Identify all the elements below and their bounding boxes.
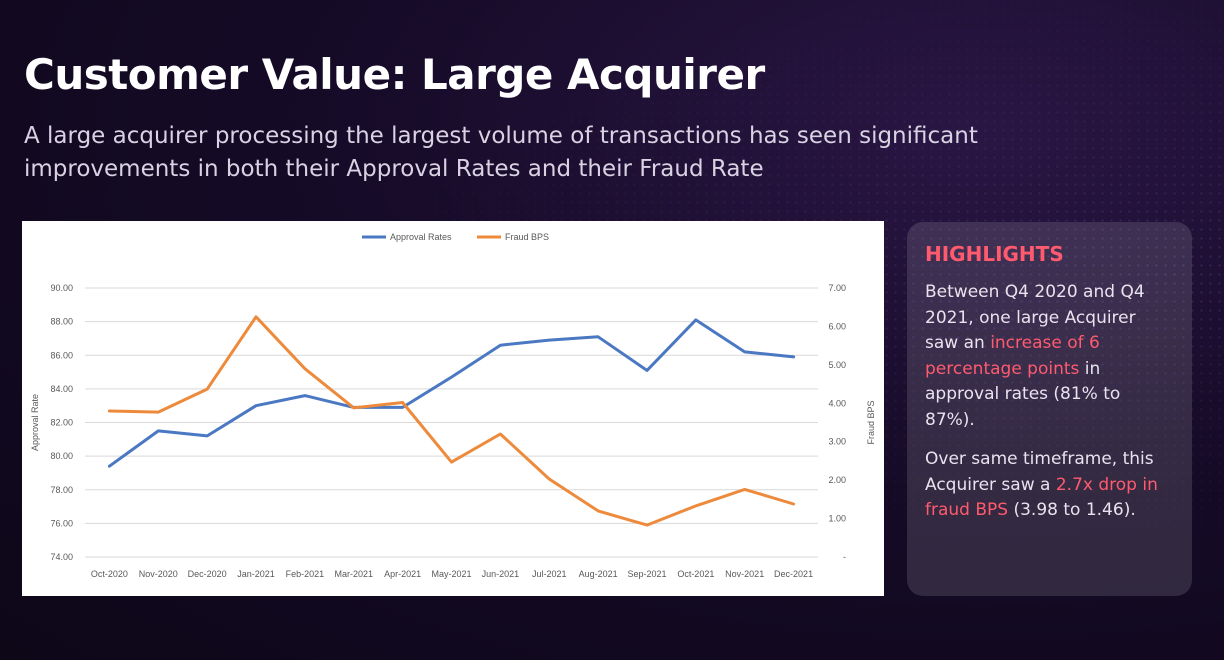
series-line-approval-rates <box>107 318 796 468</box>
y2-tick-label: 6.00 <box>828 321 846 331</box>
y2-tick-label: 2.00 <box>828 475 846 485</box>
y-tick-label: 82.00 <box>50 418 73 428</box>
y-tick-label: 88.00 <box>50 317 73 327</box>
y-tick-label: 86.00 <box>50 350 73 360</box>
x-tick-label: Nov-2020 <box>139 569 178 579</box>
highlights-card: HIGHLIGHTS Between Q4 2020 and Q4 2021, … <box>907 222 1192 596</box>
x-tick-label: Jun-2021 <box>482 569 520 579</box>
highlight-text: (3.98 to 1.46). <box>1008 500 1136 520</box>
highlights-paragraph-approval: Between Q4 2020 and Q4 2021, one large A… <box>925 280 1174 433</box>
page-subtitle: A large acquirer processing the largest … <box>24 123 978 182</box>
highlight-text: Between Q4 2020 and Q4 2021, one large A… <box>925 282 1145 353</box>
x-tick-label: Mar-2021 <box>335 569 374 579</box>
highlight-text: in approval rates (81% to 87%). <box>925 358 1121 430</box>
series-line-fraud-bps <box>107 315 796 527</box>
y-tick-label: 84.00 <box>50 384 73 394</box>
approval-fraud-line-chart: 74.00 76.00 78.00 80.00 82.00 84.00 86.00 88.00… <box>30 232 876 579</box>
chart-panel: 74.00 76.00 78.00 80.00 82.00 84.00 86.00 88.00… <box>22 221 884 596</box>
x-tick-label: Oct-2021 <box>677 569 714 579</box>
highlight-accent-text: 2.7x drop in fraud BPS <box>925 474 1158 521</box>
x-tick-label: Aug-2021 <box>579 569 618 579</box>
y-axis-label: Approval Rate <box>30 394 40 451</box>
y2-tick-label: 3.00 <box>828 437 846 447</box>
y2-axis-label: Fraud BPS <box>866 400 876 444</box>
x-tick-label: Jul-2021 <box>532 569 567 579</box>
x-tick-label: Feb-2021 <box>286 569 325 579</box>
page-title: Customer Value: Large Acquirer <box>24 50 765 99</box>
y2-tick-label: 1.00 <box>828 514 846 524</box>
y2-tick-label: - <box>843 552 846 562</box>
highlights-heading: HIGHLIGHTS <box>925 242 1064 266</box>
x-tick-label: Dec-2020 <box>188 569 227 579</box>
x-tick-label: Dec-2021 <box>774 569 813 579</box>
legend-label: Fraud BPS <box>505 232 549 242</box>
x-tick-label: Nov-2021 <box>725 569 764 579</box>
y-tick-label: 90.00 <box>50 283 73 293</box>
y2-tick-label: 4.00 <box>828 398 846 408</box>
x-tick-label: Oct-2020 <box>91 569 128 579</box>
highlight-accent-text: increase of 6 percentage points <box>925 333 1100 379</box>
highlight-text: Over same timeframe, this Acquirer saw a <box>925 449 1154 495</box>
highlights-paragraph-fraud: Over same timeframe, this Acquirer saw a… <box>925 447 1174 524</box>
y-tick-label: 74.00 <box>50 552 73 562</box>
y-tick-label: 80.00 <box>50 451 73 461</box>
y-tick-label: 78.00 <box>50 485 73 495</box>
x-tick-label: Jan-2021 <box>237 569 275 579</box>
y-tick-label: 76.00 <box>50 518 73 528</box>
y2-tick-label: 5.00 <box>828 360 846 370</box>
x-tick-label: Apr-2021 <box>384 569 421 579</box>
legend-label: Approval Rates <box>390 232 452 242</box>
x-tick-label: May-2021 <box>431 569 471 579</box>
y2-tick-label: 7.00 <box>828 283 846 293</box>
x-tick-label: Sep-2021 <box>627 569 666 579</box>
